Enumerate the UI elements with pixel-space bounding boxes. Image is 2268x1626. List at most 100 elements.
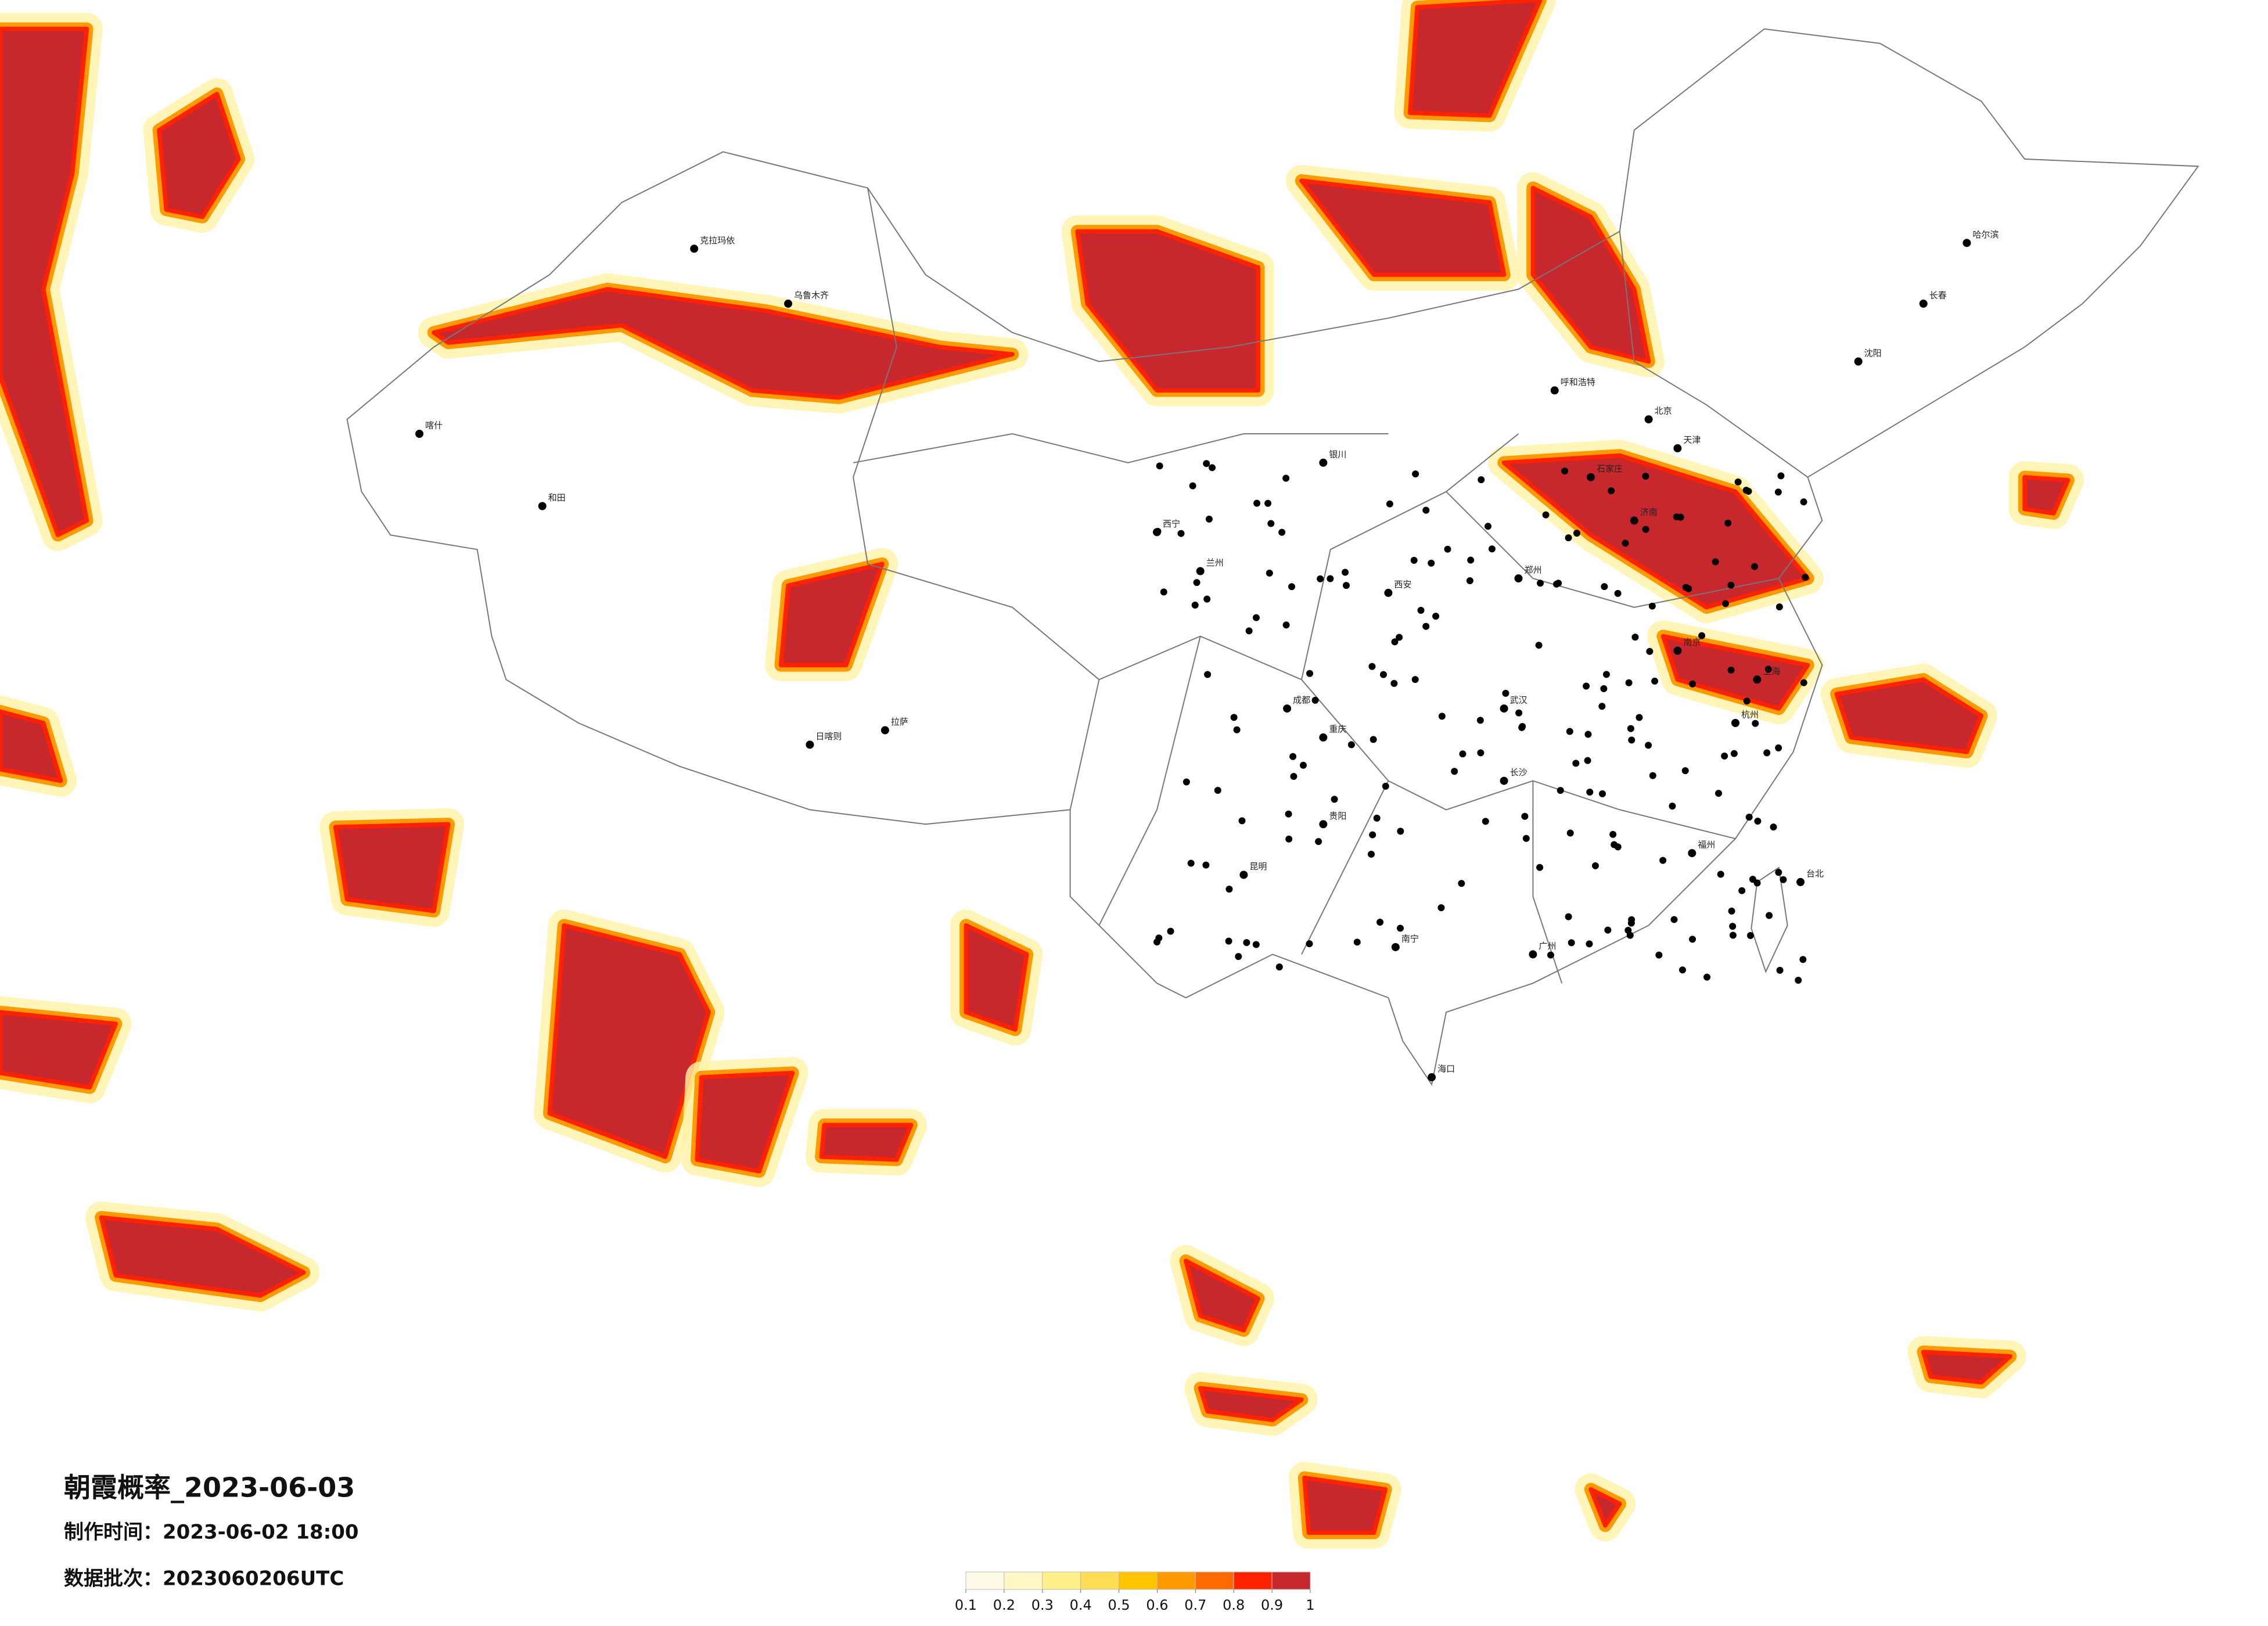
city-dot (1717, 870, 1724, 878)
city-dot (1311, 696, 1319, 704)
city-dot (1642, 473, 1649, 480)
city-label: 广州 (1539, 941, 1556, 951)
city-dot (1752, 720, 1759, 727)
city-dot (1390, 679, 1398, 687)
city-dot (1727, 581, 1735, 589)
city-dot (1600, 685, 1608, 692)
city-dot (1689, 936, 1696, 943)
legend-label: 0.2 (993, 1597, 1015, 1613)
legend-label: 1 (1306, 1597, 1314, 1613)
city-dot (1347, 741, 1355, 749)
boundaries (346, 28, 2199, 1087)
city-dot (1537, 580, 1544, 587)
city-dot (1285, 835, 1293, 843)
city-label: 杭州 (1741, 710, 1759, 720)
city-dot (1417, 607, 1425, 614)
city-dot (1233, 726, 1241, 733)
city-dot (1673, 646, 1682, 655)
city-dot (1689, 680, 1696, 688)
city-label: 沈阳 (1864, 348, 1882, 358)
blob-core (1834, 677, 1984, 754)
city-dot (1670, 916, 1678, 923)
city-dot (1156, 462, 1163, 470)
city-dot (1628, 736, 1636, 744)
city-dot (1253, 499, 1261, 507)
blob-core (1530, 185, 1651, 364)
city-dot (1682, 584, 1690, 591)
city-dot (1648, 602, 1656, 610)
city-dot (1384, 588, 1393, 597)
city-dot (1536, 864, 1544, 871)
city-dot (1243, 939, 1250, 947)
blob-core (1588, 1487, 1622, 1528)
city-dot (1646, 647, 1654, 655)
city-dot (1267, 520, 1275, 527)
city-dot (806, 740, 814, 749)
city-dot (1649, 772, 1656, 779)
country-outline (346, 28, 2199, 1087)
city-dot (1780, 876, 1787, 883)
city-dot (1238, 817, 1246, 825)
city-dot (1191, 601, 1199, 609)
city-dot (1189, 482, 1196, 490)
city-dot (1627, 725, 1634, 732)
city-dot (1645, 742, 1652, 749)
city-dot (1187, 859, 1195, 867)
city-dot (1353, 938, 1361, 946)
city-dot (538, 502, 547, 510)
city-label: 和田 (548, 492, 566, 503)
city-dot (1584, 757, 1591, 764)
city-dot (1391, 942, 1400, 951)
legend-label: 0.7 (1184, 1597, 1206, 1613)
legend-label: 0.8 (1223, 1597, 1245, 1613)
city-dot (1386, 500, 1393, 508)
city-dot (1205, 515, 1213, 523)
blob-core (1660, 634, 1810, 711)
city-dot (1391, 638, 1399, 646)
city-dot (1306, 940, 1313, 948)
city-dot (1230, 714, 1238, 721)
city-dot (1327, 575, 1334, 582)
city-dot (1561, 467, 1569, 475)
city-label: 武汉 (1510, 695, 1527, 706)
city-dot (1317, 575, 1324, 582)
city-dot (1625, 679, 1633, 686)
city-dot (1514, 574, 1523, 582)
legend-label: 0.5 (1108, 1597, 1130, 1613)
legend-swatch (1042, 1571, 1081, 1590)
city-dot (1458, 880, 1465, 887)
city-dot (1432, 613, 1440, 620)
city-dot (1630, 516, 1638, 525)
blob-core (432, 287, 1015, 400)
legend-swatch (965, 1571, 1005, 1590)
blob-core (333, 822, 451, 913)
city-dot (1290, 772, 1297, 780)
city-dot (1777, 472, 1785, 480)
city-dot (1626, 931, 1634, 939)
city-dot (1444, 545, 1451, 553)
city-dot (1775, 603, 1783, 611)
city-dot (1591, 862, 1599, 869)
city-dot (1289, 753, 1297, 760)
city-dot (1410, 556, 1418, 564)
city-dot (1451, 768, 1458, 775)
city-dot (1397, 828, 1404, 835)
city-dot (1644, 415, 1653, 424)
city-dot (1283, 704, 1292, 713)
city-dot (1476, 717, 1484, 724)
blob-core (695, 1070, 795, 1174)
city-dot (1557, 787, 1564, 794)
blob-core (2022, 474, 2071, 516)
city-dot (1373, 814, 1381, 822)
city-label: 郑州 (1525, 565, 1542, 575)
city-dot (1488, 545, 1496, 553)
blob-core (1921, 1350, 2012, 1385)
city-dot (1572, 760, 1580, 767)
city-dot (1428, 1073, 1436, 1082)
city-dot (1459, 750, 1467, 758)
city-dot (1522, 834, 1530, 842)
city-dot (1734, 479, 1742, 486)
city-dot (1193, 579, 1201, 587)
city-dot (1315, 838, 1322, 846)
city-label: 重庆 (1329, 724, 1346, 734)
